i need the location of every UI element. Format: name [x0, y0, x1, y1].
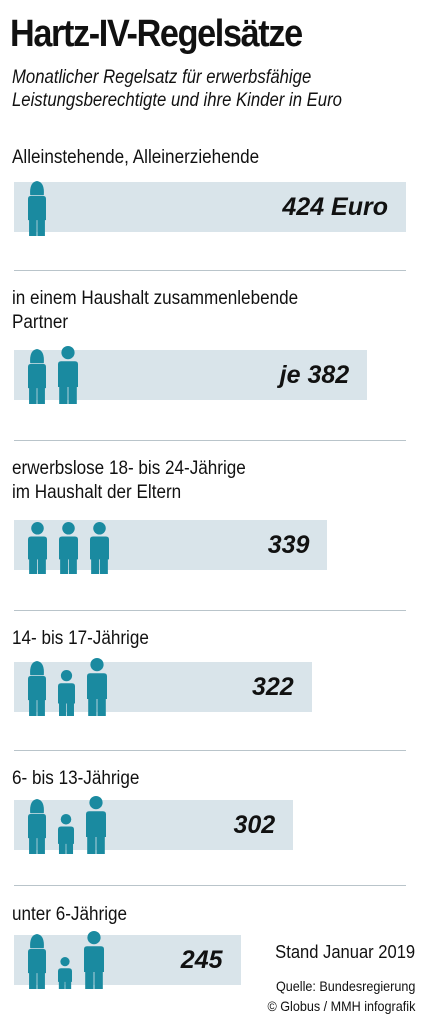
category-label-line: 14- bis 17-Jährige [12, 628, 149, 649]
bar-value-label: 339 [267, 531, 310, 559]
row-divider [14, 610, 406, 611]
row-divider [14, 750, 406, 751]
row-divider [14, 440, 406, 441]
person-icon [28, 799, 46, 854]
category-label: erwerbslose 18- bis 24-Jährige im Haushal… [12, 457, 246, 505]
people-icons [28, 931, 104, 989]
bar-value-label: je 382 [279, 361, 350, 389]
bar-value-label: 424 Euro [282, 193, 388, 221]
category-label: 6- bis 13-Jährige [12, 767, 139, 791]
subtitle-line-1: Monatlicher Regelsatz für erwerbsfähige [12, 67, 312, 88]
people-icons [28, 796, 106, 854]
bar-value-label: 302 [233, 811, 276, 839]
bar-value-label: 322 [251, 673, 294, 701]
chart-subtitle: Monatlicher Regelsatz für erwerbsfähige … [12, 66, 399, 112]
category-label-line: Partner [12, 312, 69, 333]
person-icon [58, 346, 78, 404]
people-icons [28, 658, 107, 716]
subtitle-line-2: Leistungsberechtigte und ihre Kinder in … [12, 90, 342, 111]
person-icon [58, 670, 75, 716]
people-icons [28, 181, 46, 236]
category-label-line: unter 6-Jährige [12, 904, 128, 925]
row-divider [14, 885, 406, 886]
stand-date: Stand Januar 2019 [275, 942, 415, 962]
person-icon [90, 522, 109, 574]
source-line-1: Quelle: Bundesregierung [275, 978, 415, 994]
person-icon [28, 661, 46, 716]
person-icon [84, 931, 104, 989]
bar-value-label: 245 [180, 946, 223, 974]
person-icon [86, 796, 106, 854]
person-icon [58, 814, 74, 854]
category-label: 14- bis 17-Jährige [12, 627, 149, 651]
bar [14, 182, 406, 232]
category-label: Alleinstehende, Alleinerziehende [12, 146, 259, 170]
category-label-line: 6- bis 13-Jährige [12, 768, 140, 789]
category-label: unter 6-Jährige [12, 903, 127, 927]
source-note: Quelle: Bundesregierung © Globus / MMH i… [267, 976, 415, 1016]
person-icon [28, 934, 46, 989]
chart-title: Hartz-IV-Regelsätze [10, 13, 303, 55]
bar [14, 935, 241, 985]
people-icons [28, 522, 109, 574]
person-icon [58, 957, 72, 989]
row-divider [14, 270, 406, 271]
person-icon [28, 349, 46, 404]
category-label-line: im Haushalt der Eltern [12, 482, 182, 503]
category-label-line: Alleinstehende, Alleinerziehende [12, 147, 260, 168]
person-icon [87, 658, 107, 716]
person-icon [28, 181, 46, 236]
people-icons [28, 346, 78, 404]
source-line-2: © Globus / MMH infografik [267, 998, 415, 1014]
person-icon [28, 522, 47, 574]
category-label: in einem Haushalt zusammenlebende Partner [12, 287, 298, 335]
category-label-line: erwerbslose 18- bis 24-Jährige [12, 458, 246, 479]
category-label-line: in einem Haushalt zusammenlebende [12, 288, 299, 309]
person-icon [59, 522, 78, 574]
